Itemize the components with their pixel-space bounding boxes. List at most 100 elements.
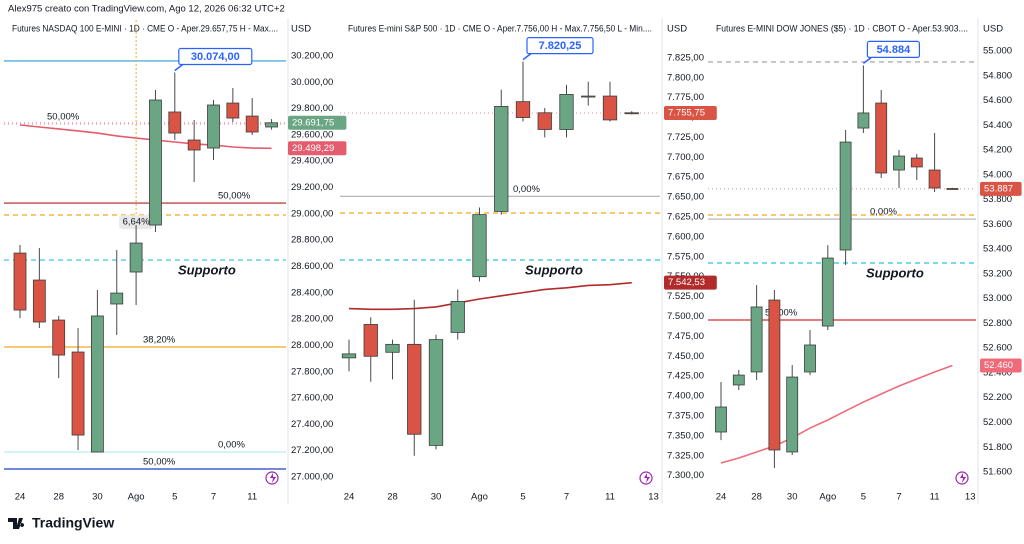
y-tick-label: 7.650,00 xyxy=(667,192,704,203)
y-tick-label: 28.400,00 xyxy=(291,287,333,298)
x-tick-label: 28 xyxy=(751,492,762,503)
candle-body xyxy=(341,353,357,359)
candle-body xyxy=(750,306,763,373)
y-tick-label: 28.800,00 xyxy=(291,235,333,246)
level-label: 0,00% xyxy=(218,440,245,451)
y-tick-label: 29.400,00 xyxy=(291,156,333,167)
candle-body xyxy=(428,339,444,446)
y-tick-label: 7.450,00 xyxy=(667,351,704,362)
y-tick-label: 28.000,00 xyxy=(291,340,333,351)
callout-label: 54.884 xyxy=(877,44,912,56)
candle-body xyxy=(559,94,574,130)
y-tick-label: 29.200,00 xyxy=(291,182,333,193)
x-tick-label: 24 xyxy=(344,492,355,503)
candle-body xyxy=(893,155,905,171)
y-tick-label: 29.600,00 xyxy=(291,129,333,140)
candle-body xyxy=(715,406,727,433)
y-tick-label: 53.000 xyxy=(983,293,1012,304)
x-tick-label: 24 xyxy=(716,492,727,503)
x-tick-label: 11 xyxy=(605,492,615,503)
y-tick-label: 7.500,00 xyxy=(667,311,704,322)
y-tick-label: 7.300,00 xyxy=(667,470,704,481)
level-label: 50,00% xyxy=(765,307,798,318)
candle-body xyxy=(624,112,639,115)
x-tick-label: 11 xyxy=(930,492,940,503)
candle-body xyxy=(187,139,201,151)
replay-icon-bolt xyxy=(644,473,650,483)
candle-body xyxy=(515,101,531,118)
x-tick-label: 5 xyxy=(172,492,177,503)
y-tick-label: 53.600 xyxy=(983,219,1012,230)
measure-label: 6,64% xyxy=(123,217,150,228)
y-tick-label: 54.800 xyxy=(983,70,1012,81)
y-tick-label: 53.800 xyxy=(983,194,1012,205)
price-tag-bg xyxy=(288,115,347,130)
y-tick-label: 51.800 xyxy=(983,442,1012,453)
candle-body xyxy=(245,115,259,133)
candle-body xyxy=(32,279,46,323)
price-tag-bg xyxy=(664,105,717,120)
ma-tag-bg xyxy=(664,275,717,290)
candle-body xyxy=(732,374,745,386)
x-tick-label: Ago xyxy=(471,492,488,503)
y-tick-label: 7.525,00 xyxy=(667,291,704,302)
candle-body xyxy=(168,111,182,134)
candle-body xyxy=(875,102,888,174)
y-tick-label: 29.000,00 xyxy=(291,208,333,219)
candle-body xyxy=(52,319,66,356)
header: Alex975 creato con TradingView.com, Ago … xyxy=(8,4,285,15)
candle-body xyxy=(129,242,143,273)
y-tick-label: 54.000 xyxy=(983,169,1012,180)
x-tick-label: 7 xyxy=(896,492,901,503)
y-tick-label: 7.800,00 xyxy=(667,72,704,83)
y-tick-label: 27.200,00 xyxy=(291,445,333,456)
x-tick-label: 28 xyxy=(387,492,398,503)
y-tick-label: 53.200 xyxy=(983,268,1012,279)
candle-body xyxy=(537,112,552,130)
currency: USD xyxy=(983,24,1003,35)
callout-pointer xyxy=(174,63,184,72)
candle-body xyxy=(472,214,487,278)
callout-box xyxy=(866,40,921,59)
y-tick-label: 54.200 xyxy=(983,145,1012,156)
y-tick-label: 29.800,00 xyxy=(291,103,333,114)
x-tick-label: Ago xyxy=(128,492,145,503)
candle-body xyxy=(494,105,509,212)
candle-body xyxy=(13,252,27,311)
y-tick-label: 30.000,00 xyxy=(291,77,333,88)
replay-icon-bolt xyxy=(270,473,276,483)
y-tick-label: 51.600 xyxy=(983,467,1012,478)
replay-icon xyxy=(639,471,653,485)
ma-line xyxy=(348,281,632,311)
y-tick-label: 54.400 xyxy=(983,120,1012,131)
currency: USD xyxy=(667,24,687,35)
ma-tag: 52.460 xyxy=(984,360,1013,371)
y-tick-label: 30.200,00 xyxy=(291,50,333,61)
replay-icon-bolt xyxy=(960,473,966,483)
y-tick-label: 7.425,00 xyxy=(667,371,704,382)
x-tick-label: 5 xyxy=(861,492,866,503)
candle-body xyxy=(91,315,104,453)
y-tick-label: 7.600,00 xyxy=(667,231,704,242)
y-tick-label: 7.675,00 xyxy=(667,172,704,183)
x-tick-label: 5 xyxy=(520,492,525,503)
candle-body xyxy=(928,169,941,189)
ma-line xyxy=(19,124,272,150)
x-tick-label: 28 xyxy=(53,492,64,503)
candle-body xyxy=(602,95,618,121)
y-tick-label: 54.600 xyxy=(983,95,1012,106)
callout-pointer xyxy=(862,56,872,65)
y-tick-label: 7.325,00 xyxy=(667,450,704,461)
y-tick-label: 7.625,00 xyxy=(667,212,704,223)
candle-body xyxy=(821,257,834,327)
candle-body xyxy=(786,376,799,453)
level-label: Supporto xyxy=(525,262,583,277)
ma-tag: 7.542,53 xyxy=(668,277,705,288)
y-tick-label: 27.400,00 xyxy=(291,419,333,430)
candle-body xyxy=(857,112,870,129)
x-tick-label: Ago xyxy=(819,492,836,503)
y-tick-label: 7.350,00 xyxy=(667,430,704,441)
chart-title: Futures NASDAQ 100 E-MINI · 1D · CME O -… xyxy=(12,23,278,33)
x-tick-label: 13 xyxy=(965,492,976,503)
candle-body xyxy=(768,299,781,451)
